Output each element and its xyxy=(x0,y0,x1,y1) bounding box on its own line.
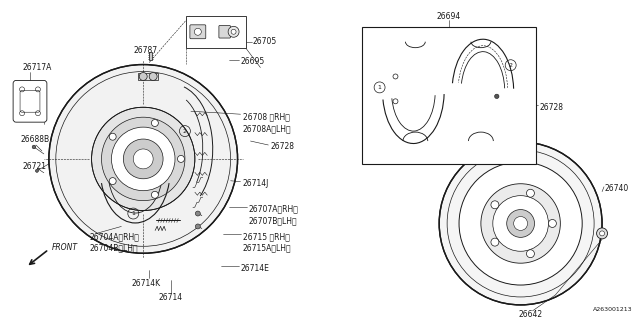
Text: 26714J: 26714J xyxy=(243,179,269,188)
Circle shape xyxy=(102,117,185,201)
Text: 2: 2 xyxy=(183,129,187,133)
Text: 26704A〈RH〉: 26704A〈RH〉 xyxy=(90,232,140,241)
Circle shape xyxy=(195,224,200,229)
Circle shape xyxy=(491,201,499,209)
Circle shape xyxy=(195,28,202,35)
Text: 26714K: 26714K xyxy=(132,278,161,288)
Circle shape xyxy=(527,189,534,197)
Text: 26708A〈LH〉: 26708A〈LH〉 xyxy=(243,124,291,134)
Circle shape xyxy=(152,120,158,126)
Circle shape xyxy=(459,162,582,285)
Text: 1: 1 xyxy=(378,85,381,90)
Circle shape xyxy=(49,65,237,253)
Circle shape xyxy=(600,231,605,236)
FancyBboxPatch shape xyxy=(13,80,47,122)
Text: 26694: 26694 xyxy=(436,12,461,21)
Text: 26740: 26740 xyxy=(604,184,628,193)
Circle shape xyxy=(133,149,153,169)
FancyBboxPatch shape xyxy=(219,26,230,38)
Circle shape xyxy=(507,210,534,237)
Circle shape xyxy=(495,94,499,99)
Text: 26642: 26642 xyxy=(518,310,543,319)
Circle shape xyxy=(195,211,200,216)
Circle shape xyxy=(109,178,116,185)
FancyBboxPatch shape xyxy=(20,90,40,112)
Text: 26707B〈LH〉: 26707B〈LH〉 xyxy=(248,216,297,225)
Text: 2: 2 xyxy=(509,63,513,68)
Circle shape xyxy=(32,145,36,149)
Bar xyxy=(362,27,536,164)
Circle shape xyxy=(493,196,548,251)
Text: 26721: 26721 xyxy=(22,162,46,171)
Text: 26688B: 26688B xyxy=(20,134,49,144)
Circle shape xyxy=(177,156,184,162)
Bar xyxy=(186,16,246,48)
Text: 26715 〈RH〉: 26715 〈RH〉 xyxy=(243,232,289,241)
Circle shape xyxy=(514,217,527,230)
Text: 26787: 26787 xyxy=(133,46,157,55)
Text: 26714: 26714 xyxy=(159,293,183,302)
Text: 26715A〈LH〉: 26715A〈LH〉 xyxy=(243,244,291,253)
Text: FRONT: FRONT xyxy=(52,243,78,252)
Circle shape xyxy=(491,238,499,246)
Text: 1: 1 xyxy=(131,211,135,216)
Circle shape xyxy=(111,127,175,191)
Text: A263001213: A263001213 xyxy=(593,307,633,312)
Circle shape xyxy=(109,133,116,140)
Circle shape xyxy=(149,73,157,80)
Text: 26707A〈RH〉: 26707A〈RH〉 xyxy=(248,204,298,213)
Text: 26717A: 26717A xyxy=(22,63,51,72)
Bar xyxy=(138,73,158,80)
Text: 26728: 26728 xyxy=(270,142,294,151)
Circle shape xyxy=(35,169,38,172)
Text: 26728: 26728 xyxy=(540,103,563,112)
Text: 26695: 26695 xyxy=(241,57,265,66)
Circle shape xyxy=(439,142,602,305)
Circle shape xyxy=(548,220,556,228)
Circle shape xyxy=(124,139,163,179)
FancyBboxPatch shape xyxy=(190,25,206,39)
Circle shape xyxy=(527,250,534,258)
Text: 26708 〈RH〉: 26708 〈RH〉 xyxy=(243,113,289,122)
Circle shape xyxy=(596,228,607,239)
Circle shape xyxy=(140,73,147,80)
Text: 26704B〈LH〉: 26704B〈LH〉 xyxy=(90,244,138,253)
Circle shape xyxy=(92,107,195,211)
Circle shape xyxy=(393,99,398,104)
Circle shape xyxy=(152,191,158,198)
Bar xyxy=(148,52,152,60)
Text: 26705: 26705 xyxy=(252,37,276,46)
Circle shape xyxy=(231,29,236,34)
Circle shape xyxy=(393,74,398,79)
Circle shape xyxy=(228,26,239,37)
Circle shape xyxy=(481,184,561,263)
Text: 26714E: 26714E xyxy=(241,264,269,273)
